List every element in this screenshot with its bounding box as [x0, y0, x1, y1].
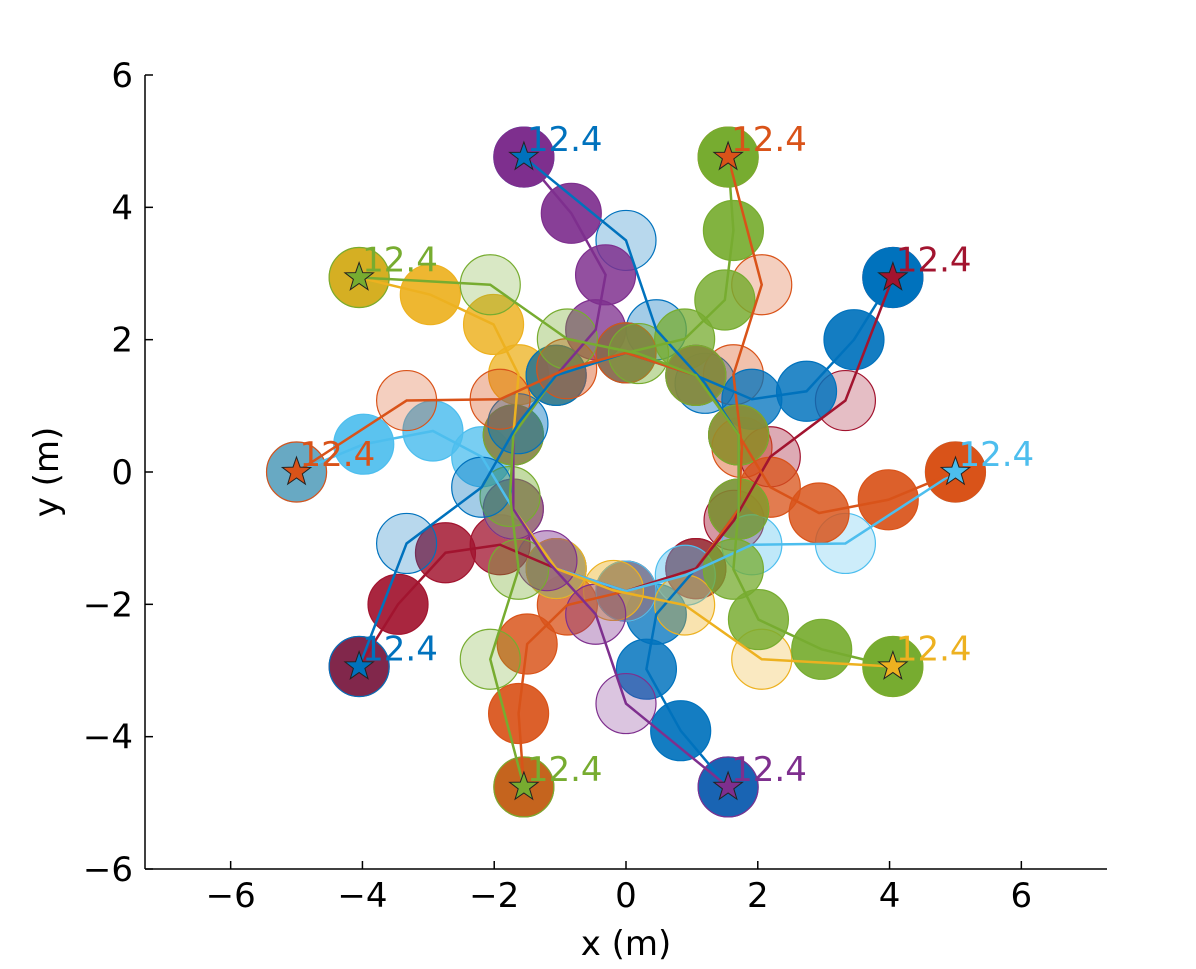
goal-label: 12.4 — [958, 435, 1034, 475]
y-tick-label: 4 — [111, 188, 133, 228]
trajectory-line — [359, 276, 894, 668]
y-tick-label: −4 — [83, 718, 133, 758]
goal-star — [508, 140, 540, 171]
x-tick-label: 2 — [747, 876, 769, 916]
x-tick-label: −4 — [337, 876, 387, 916]
goal-star — [343, 649, 375, 680]
x-tick-label: 0 — [615, 876, 637, 916]
goal-label: 12.4 — [362, 240, 438, 280]
plot-area: 12.4 12.4 12.4 12.4 12.4 12.4 12.4 12.4 12.4 12.4 — [265, 120, 1034, 818]
goal-label: 12.4 — [896, 240, 972, 280]
goal-star — [712, 140, 744, 171]
y-tick-label: 0 — [111, 453, 133, 493]
goal-star — [280, 455, 313, 486]
y-tick-label: −6 — [83, 850, 133, 890]
goal-star — [508, 770, 540, 801]
y-tick-label: 2 — [111, 321, 133, 361]
goal-label: 12.4 — [300, 435, 376, 475]
y-tick-label: 6 — [111, 56, 133, 96]
goal-label: 12.4 — [896, 630, 972, 670]
x-axis-label: x (m) — [581, 924, 672, 964]
goal-label: 12.4 — [527, 750, 603, 790]
goal-star — [939, 455, 972, 486]
goal-star — [877, 649, 909, 680]
goal-star — [712, 770, 744, 801]
goal-label: 12.4 — [731, 120, 807, 160]
y-axis-label: y (m) — [27, 427, 67, 518]
goal-star — [877, 260, 909, 291]
goal-label: 12.4 — [362, 630, 438, 670]
goal-star — [343, 260, 375, 291]
x-tick-label: −2 — [469, 876, 519, 916]
x-tick-label: −6 — [206, 876, 256, 916]
y-tick-label: −2 — [83, 585, 133, 625]
x-tick-label: 6 — [1011, 876, 1033, 916]
x-tick-label: 4 — [879, 876, 901, 916]
goal-label: 12.4 — [731, 750, 807, 790]
goal-label: 12.4 — [527, 120, 603, 160]
